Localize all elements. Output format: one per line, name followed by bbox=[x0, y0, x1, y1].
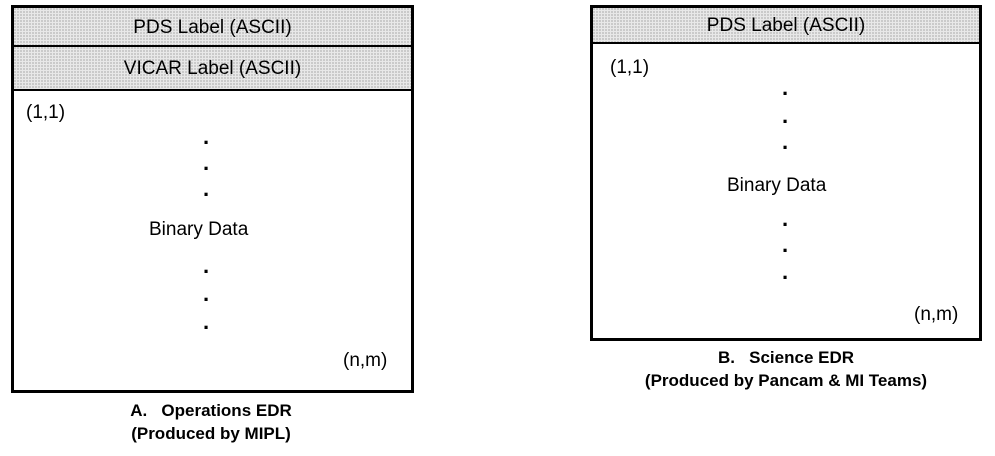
caption-producer: (Produced by Pancam & MI Teams) bbox=[644, 371, 928, 390]
ellipsis-dot: . bbox=[203, 176, 210, 201]
ellipsis-dot: . bbox=[782, 75, 789, 100]
pds-label-section: PDS Label (ASCII) bbox=[593, 8, 979, 44]
ellipsis-dot: . bbox=[782, 206, 789, 231]
ellipsis-dot: . bbox=[782, 129, 789, 154]
ellipsis-dot: . bbox=[203, 253, 210, 278]
operations-edr-caption: A. Operations EDR (Produced by MIPL) bbox=[71, 399, 351, 445]
ellipsis-dot: . bbox=[782, 103, 789, 128]
caption-title: A. Operations EDR bbox=[130, 401, 292, 420]
caption-producer: (Produced by MIPL) bbox=[131, 424, 291, 443]
ellipsis-dot: . bbox=[203, 309, 210, 334]
science-edr-file-diagram: PDS Label (ASCII) (1,1) . . . Binary Dat… bbox=[590, 5, 982, 341]
caption-title: B. Science EDR bbox=[717, 348, 855, 367]
operations-edr-file-diagram: PDS Label (ASCII) VICAR Label (ASCII) (1… bbox=[11, 5, 414, 393]
binary-data-label: Binary Data bbox=[727, 175, 827, 196]
end-coordinate: (n,m) bbox=[914, 304, 959, 325]
binary-data-label: Binary Data bbox=[149, 219, 249, 240]
science-edr-caption: B. Science EDR (Produced by Pancam & MI … bbox=[616, 346, 956, 392]
vicar-label-section: VICAR Label (ASCII) bbox=[14, 47, 411, 91]
pds-label-section: PDS Label (ASCII) bbox=[14, 8, 411, 47]
ellipsis-dot: . bbox=[203, 150, 210, 175]
start-coordinate: (1,1) bbox=[610, 57, 650, 78]
ellipsis-dot: . bbox=[782, 232, 789, 257]
start-coordinate: (1,1) bbox=[26, 102, 66, 123]
ellipsis-dot: . bbox=[203, 281, 210, 306]
ellipsis-dot: . bbox=[203, 124, 210, 149]
end-coordinate: (n,m) bbox=[343, 350, 388, 371]
ellipsis-dot: . bbox=[782, 259, 789, 284]
